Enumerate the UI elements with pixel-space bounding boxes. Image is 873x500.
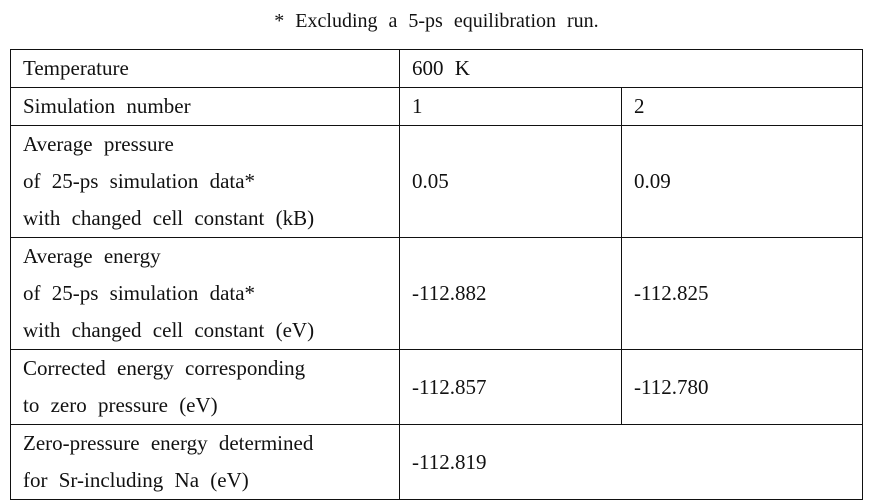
- average-energy-sim-2: -112.825: [620, 237, 864, 350]
- simulation-number-1: 1: [399, 87, 622, 126]
- average-pressure-sim-2: 0.09: [620, 125, 864, 238]
- corrected-energy-sim-2: -112.780: [620, 349, 864, 425]
- table-footnote: * Excluding a 5-ps equilibration run.: [274, 10, 599, 32]
- table-row-corrected-energy: Corrected energy corresponding to zero p…: [10, 349, 864, 425]
- simulation-number-2: 2: [620, 87, 864, 126]
- average-energy-sim-1: -112.882: [399, 237, 622, 350]
- row-label-temperature: Temperature: [10, 49, 400, 88]
- row-label-zero-pressure-energy: Zero-pressure energy determined for Sr-i…: [10, 424, 400, 500]
- temperature-value: 600 K: [398, 49, 864, 88]
- simulation-results-table: Temperature 600 K Simulation number 1 2 …: [10, 49, 864, 500]
- table-row-average-pressure: Average pressure of 25-ps simulation dat…: [10, 125, 864, 238]
- row-label-average-pressure: Average pressure of 25-ps simulation dat…: [10, 125, 400, 238]
- row-label-corrected-energy: Corrected energy corresponding to zero p…: [10, 349, 400, 425]
- table-row-simulation-number: Simulation number 1 2: [10, 87, 864, 126]
- table-row-zero-pressure-energy: Zero-pressure energy determined for Sr-i…: [10, 424, 864, 500]
- table-row-temperature: Temperature 600 K: [10, 49, 864, 88]
- row-label-simulation-number: Simulation number: [10, 87, 400, 126]
- row-label-average-energy: Average energy of 25-ps simulation data*…: [10, 237, 400, 350]
- corrected-energy-sim-1: -112.857: [399, 349, 622, 425]
- average-pressure-sim-1: 0.05: [399, 125, 622, 238]
- zero-pressure-energy-value: -112.819: [398, 424, 864, 500]
- table-row-average-energy: Average energy of 25-ps simulation data*…: [10, 237, 864, 350]
